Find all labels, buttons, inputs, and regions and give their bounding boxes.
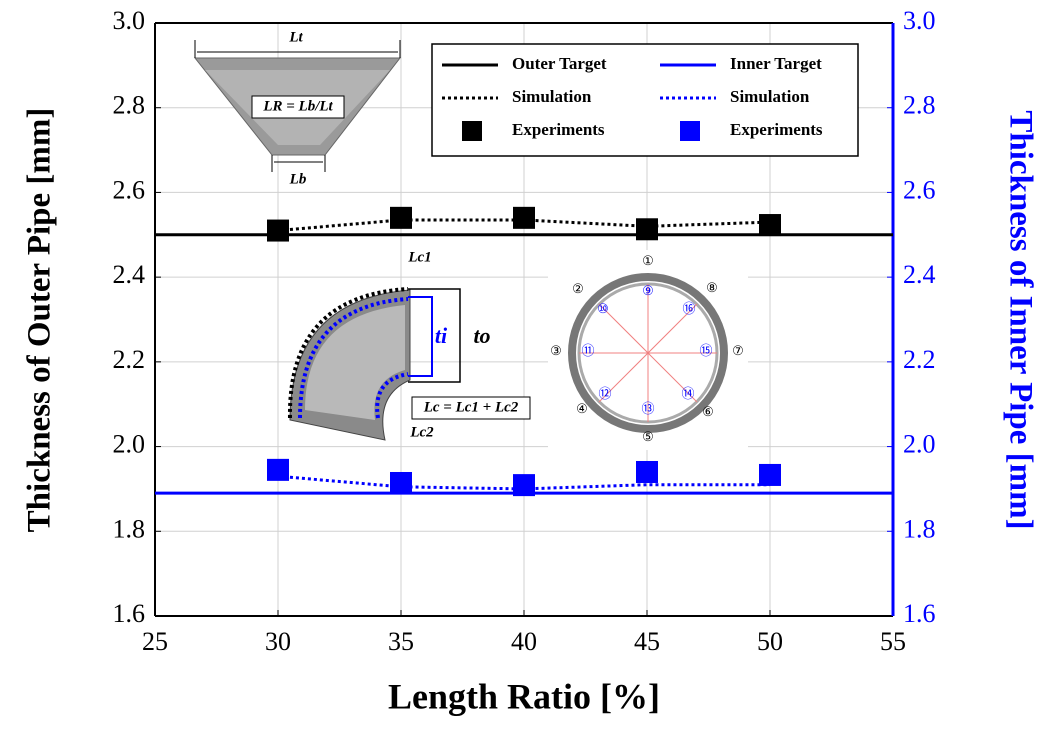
y2-tick-label: 2.2 xyxy=(903,345,936,374)
x-tick-label: 30 xyxy=(265,627,291,656)
legend-label: Inner Target xyxy=(730,54,822,73)
annotation: LR = Lb/Lt xyxy=(262,98,333,114)
x-tick-label: 40 xyxy=(511,627,537,656)
y-tick-label: 2.0 xyxy=(113,430,146,459)
y-tick-label: 2.8 xyxy=(113,91,146,120)
y2-axis-label: Thickness of Inner Pipe [mm] xyxy=(1002,110,1038,529)
x-tick-label: 50 xyxy=(757,627,783,656)
x-tick-label: 45 xyxy=(634,627,660,656)
annotation: ② xyxy=(572,281,584,296)
marker xyxy=(390,207,412,229)
y-tick-label: 1.6 xyxy=(113,599,146,628)
annotation: ⑥ xyxy=(702,404,714,419)
annotation: ⑭ xyxy=(681,386,694,401)
y2-tick-label: 2.8 xyxy=(903,91,936,120)
inset-elbow xyxy=(290,289,530,440)
annotation: Lb xyxy=(289,171,307,187)
marker xyxy=(267,459,289,481)
legend-marker xyxy=(680,121,700,141)
legend-label: Simulation xyxy=(512,87,592,106)
annotation: ⑨ xyxy=(642,283,654,298)
y-tick-label: 2.6 xyxy=(113,175,146,204)
annotation: ⑩ xyxy=(597,301,609,316)
annotation: ⑪ xyxy=(581,343,594,358)
y2-tick-label: 1.8 xyxy=(903,514,936,543)
legend-label: Experiments xyxy=(730,120,823,139)
annotation: ① xyxy=(642,253,654,268)
y-axis-label: Thickness of Outer Pipe [mm] xyxy=(22,108,58,533)
y-tick-label: 2.4 xyxy=(113,260,146,289)
marker xyxy=(759,464,781,486)
y2-tick-label: 2.4 xyxy=(903,260,936,289)
marker xyxy=(390,472,412,494)
marker xyxy=(513,207,535,229)
legend-label: Outer Target xyxy=(512,54,607,73)
annotation: Lc = Lc1 + Lc2 xyxy=(423,399,519,415)
marker xyxy=(267,220,289,242)
annotation: ③ xyxy=(550,343,562,358)
annotation: ⑬ xyxy=(641,401,654,416)
annotation: ⑮ xyxy=(699,343,712,358)
annotation: ⑦ xyxy=(732,343,744,358)
y2-tick-label: 3.0 xyxy=(903,6,936,35)
legend-label: Simulation xyxy=(730,87,810,106)
annotation: ⑯ xyxy=(682,301,695,316)
x-axis-label: Length Ratio [%] xyxy=(388,676,660,716)
y-tick-label: 2.2 xyxy=(113,345,146,374)
marker xyxy=(636,218,658,240)
annotation: ⑧ xyxy=(706,280,718,295)
annotation: ⑤ xyxy=(642,429,654,444)
y-tick-label: 3.0 xyxy=(113,6,146,35)
marker xyxy=(759,214,781,236)
annotation: ti xyxy=(435,323,448,348)
annotation: Lt xyxy=(288,29,303,45)
annotation: Lc1 xyxy=(407,249,431,265)
y2-tick-label: 1.6 xyxy=(903,599,936,628)
annotation: ④ xyxy=(576,401,588,416)
chart: Length Ratio [%] Thickness of Outer Pipe… xyxy=(0,0,1043,731)
annotation: Lc2 xyxy=(409,424,434,440)
x-tick-label: 55 xyxy=(880,627,906,656)
annotation: ⑫ xyxy=(598,386,611,401)
y-tick-label: 1.8 xyxy=(113,514,146,543)
x-tick-label: 25 xyxy=(142,627,168,656)
legend-label: Experiments xyxy=(512,120,605,139)
marker xyxy=(513,474,535,496)
annotation: to xyxy=(473,323,490,348)
y2-tick-label: 2.6 xyxy=(903,175,936,204)
marker xyxy=(636,461,658,483)
y2-tick-label: 2.0 xyxy=(903,430,936,459)
legend-marker xyxy=(462,121,482,141)
x-tick-label: 35 xyxy=(388,627,414,656)
